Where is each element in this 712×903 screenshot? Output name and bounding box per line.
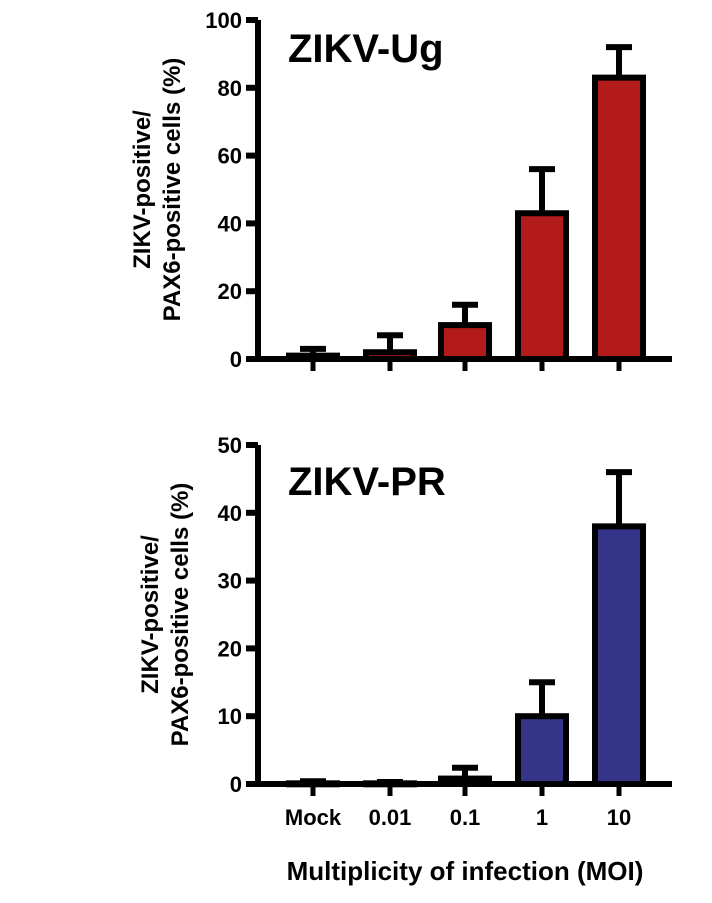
y-tick-label: 100 bbox=[205, 8, 242, 33]
bar bbox=[592, 523, 646, 787]
panel-title: ZIKV-PR bbox=[288, 460, 446, 504]
x-tick-label: 0.01 bbox=[369, 805, 412, 830]
y-tick-label: 50 bbox=[218, 433, 242, 458]
bar bbox=[515, 210, 569, 362]
y-tick-label: 20 bbox=[218, 636, 242, 661]
x-tick-label: 0.1 bbox=[450, 805, 481, 830]
y-tick-label: 60 bbox=[218, 144, 242, 169]
bar bbox=[592, 74, 646, 362]
chart-panel-zikv-pr: 0 10 20 30 40 50 Mock 0.01 0.1 1 10 ZIKV-PR ZIKV-pos… bbox=[137, 433, 672, 830]
y-tick-label: 20 bbox=[218, 279, 242, 304]
y-tick-label: 40 bbox=[218, 501, 242, 526]
bar bbox=[515, 713, 569, 788]
x-tick-label: Mock bbox=[285, 805, 342, 830]
y-axis-label: PAX6-positive cells (%) bbox=[159, 58, 186, 322]
x-tick-label: 10 bbox=[607, 805, 631, 830]
y-tick-label: 0 bbox=[230, 347, 242, 372]
bar bbox=[438, 322, 492, 363]
y-tick-label: 0 bbox=[230, 772, 242, 797]
y-tick-label: 10 bbox=[218, 704, 242, 729]
y-axis-label: ZIKV-positive/ bbox=[137, 535, 164, 694]
y-tick-label: 30 bbox=[218, 569, 242, 594]
x-axis-label: Multiplicity of infection (MOI) bbox=[287, 856, 644, 886]
y-tick-label: 40 bbox=[218, 211, 242, 236]
y-axis-label: PAX6-positive cells (%) bbox=[167, 483, 194, 747]
y-tick-label: 80 bbox=[218, 76, 242, 101]
panel-title: ZIKV-Ug bbox=[288, 27, 444, 71]
y-axis-label: ZIKV-positive/ bbox=[129, 110, 156, 269]
x-tick-label: 1 bbox=[536, 805, 548, 830]
chart-panel-zikv-ug: 0 20 40 60 80 100 ZIKV-Ug ZIKV-positive/PAX6-po… bbox=[129, 8, 672, 372]
